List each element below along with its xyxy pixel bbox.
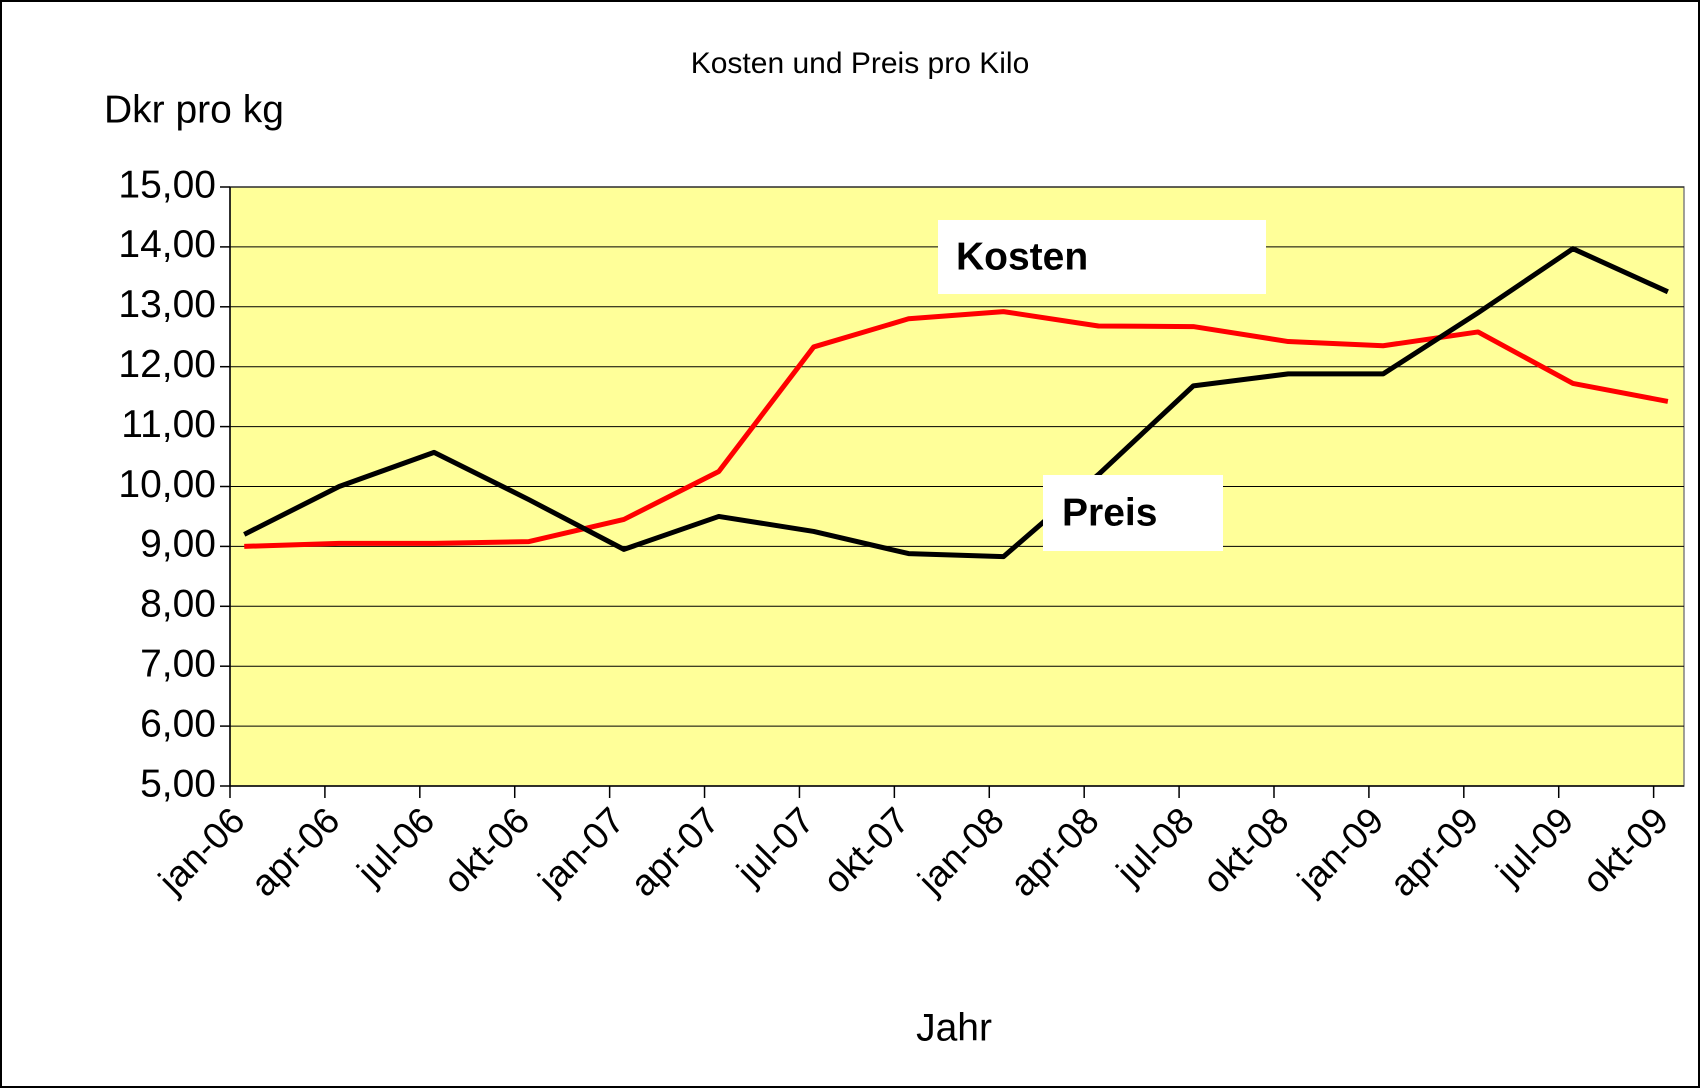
annotation-box bbox=[938, 220, 1266, 294]
y-tick-label: 10,00 bbox=[118, 463, 216, 506]
y-tick-label: 15,00 bbox=[118, 163, 216, 206]
y-tick-label: 13,00 bbox=[118, 283, 216, 326]
y-tick-label: 7,00 bbox=[140, 642, 216, 685]
chart-title: Kosten und Preis pro Kilo bbox=[691, 47, 1030, 80]
y-tick-label: 14,00 bbox=[118, 223, 216, 266]
y-axis-label: Dkr pro kg bbox=[104, 88, 284, 131]
y-tick-label: 11,00 bbox=[121, 403, 216, 446]
annotation: Preis bbox=[1062, 491, 1157, 534]
y-tick-label: 5,00 bbox=[140, 762, 216, 805]
y-tick-label: 9,00 bbox=[140, 523, 216, 566]
annotation-box bbox=[1043, 475, 1223, 551]
annotation: Kosten bbox=[956, 235, 1088, 278]
y-tick-label: 12,00 bbox=[118, 343, 216, 386]
series-line bbox=[244, 309, 1669, 549]
series-line bbox=[243, 246, 1669, 560]
y-tick-label: 8,00 bbox=[140, 583, 216, 626]
y-tick-label: 6,00 bbox=[140, 702, 216, 745]
x-axis-label: Jahr bbox=[916, 1006, 992, 1049]
